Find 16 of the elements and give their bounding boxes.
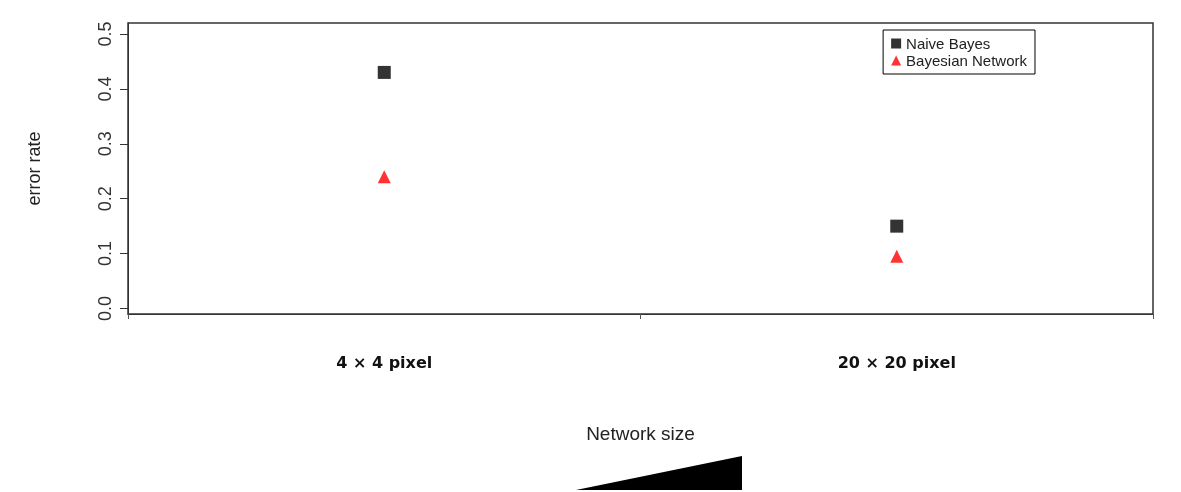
legend-label: Bayesian Network	[906, 52, 1028, 69]
y-tick-label: 0.0	[95, 295, 115, 322]
point	[890, 249, 904, 263]
y-axis-title: error rate	[24, 131, 44, 206]
point	[377, 65, 391, 79]
point	[377, 170, 391, 184]
y-tick-label: 0.3	[95, 131, 115, 157]
x-tick-label: 20 × 20 pixel	[837, 352, 956, 372]
y-tick-label: 0.1	[95, 241, 115, 267]
y-tick-label: 0.2	[95, 186, 115, 212]
x-axis-title: Network size	[586, 423, 695, 444]
y-tick-label: 0.4	[95, 76, 115, 102]
point	[890, 219, 904, 233]
x-tick-label: 4 × 4 pixel	[336, 352, 433, 372]
legend-label: Naive Bayes	[906, 35, 991, 52]
y-tick-label: 0.5	[95, 21, 115, 47]
